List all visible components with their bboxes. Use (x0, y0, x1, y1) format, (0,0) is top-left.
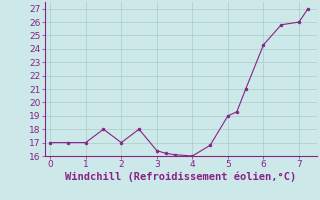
X-axis label: Windchill (Refroidissement éolien,°C): Windchill (Refroidissement éolien,°C) (65, 172, 296, 182)
